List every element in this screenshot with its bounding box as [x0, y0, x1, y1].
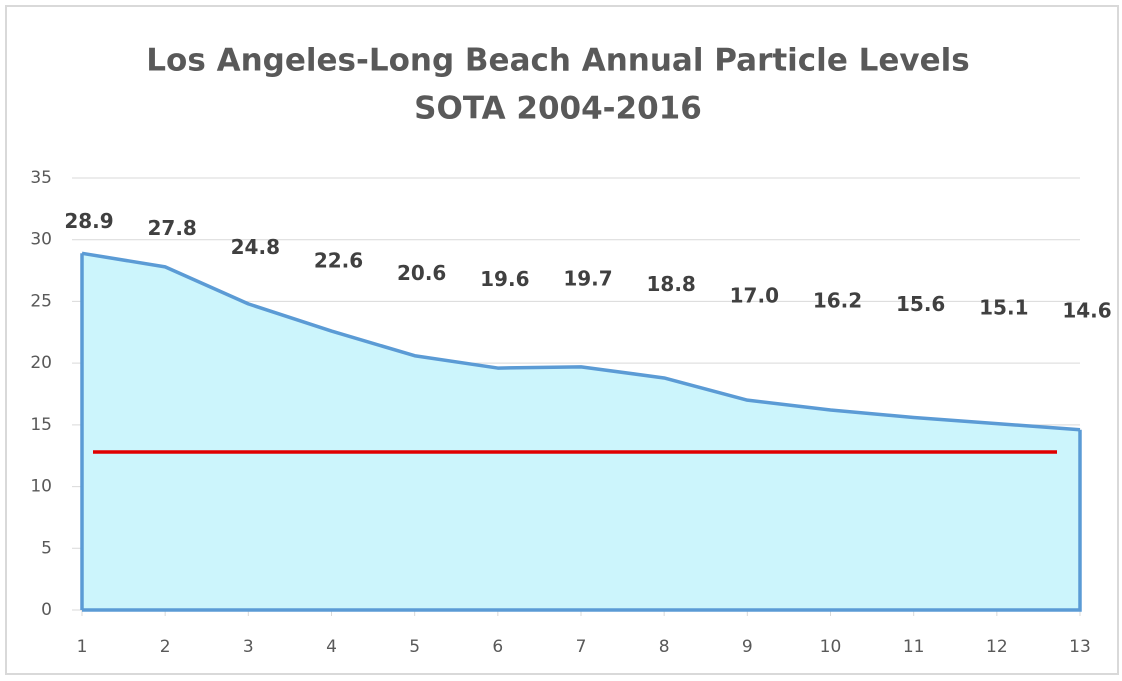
x-tick-label: 13 — [1069, 637, 1091, 657]
x-tick-label: 9 — [742, 637, 753, 657]
y-tick-label: 35 — [30, 168, 52, 188]
x-tick-label: 7 — [576, 637, 587, 657]
chart-subtitle: SOTA 2004-2016 — [414, 91, 702, 127]
y-tick-label: 20 — [30, 353, 52, 373]
x-tick-label: 11 — [903, 637, 925, 657]
x-tick-label: 5 — [409, 637, 420, 657]
data-label: 20.6 — [397, 261, 446, 285]
data-label: 27.8 — [147, 216, 196, 240]
y-tick-label: 15 — [30, 415, 52, 435]
x-tick-label: 2 — [160, 637, 171, 657]
data-label: 28.9 — [64, 209, 113, 233]
x-tick-label: 10 — [820, 637, 842, 657]
area-fill — [82, 253, 1080, 610]
data-label: 18.8 — [646, 272, 695, 296]
area-line — [81, 251, 1081, 432]
x-tick-label: 12 — [986, 637, 1008, 657]
y-tick-label: 5 — [41, 538, 52, 558]
chart-title: Los Angeles-Long Beach Annual Particle L… — [146, 43, 969, 79]
x-tick-label: 1 — [77, 637, 88, 657]
x-tick-label: 6 — [492, 637, 503, 657]
data-label: 15.1 — [979, 295, 1028, 319]
x-tick-label: 3 — [243, 637, 254, 657]
data-label: 19.7 — [563, 267, 612, 291]
y-tick-label: 10 — [30, 477, 52, 497]
data-label: 22.6 — [314, 249, 363, 273]
data-label: 16.2 — [813, 288, 862, 312]
x-tick-label: 8 — [659, 637, 670, 657]
data-label: 17.0 — [730, 283, 779, 307]
area-edge — [82, 429, 1082, 612]
data-label: 19.6 — [480, 267, 529, 291]
y-tick-label: 30 — [30, 230, 52, 250]
data-label: 14.6 — [1062, 298, 1111, 322]
y-tick-label: 25 — [30, 291, 52, 311]
x-tick-label: 4 — [326, 637, 337, 657]
data-label: 24.8 — [231, 235, 280, 259]
data-label: 15.6 — [896, 292, 945, 316]
y-tick-label: 0 — [41, 600, 52, 620]
